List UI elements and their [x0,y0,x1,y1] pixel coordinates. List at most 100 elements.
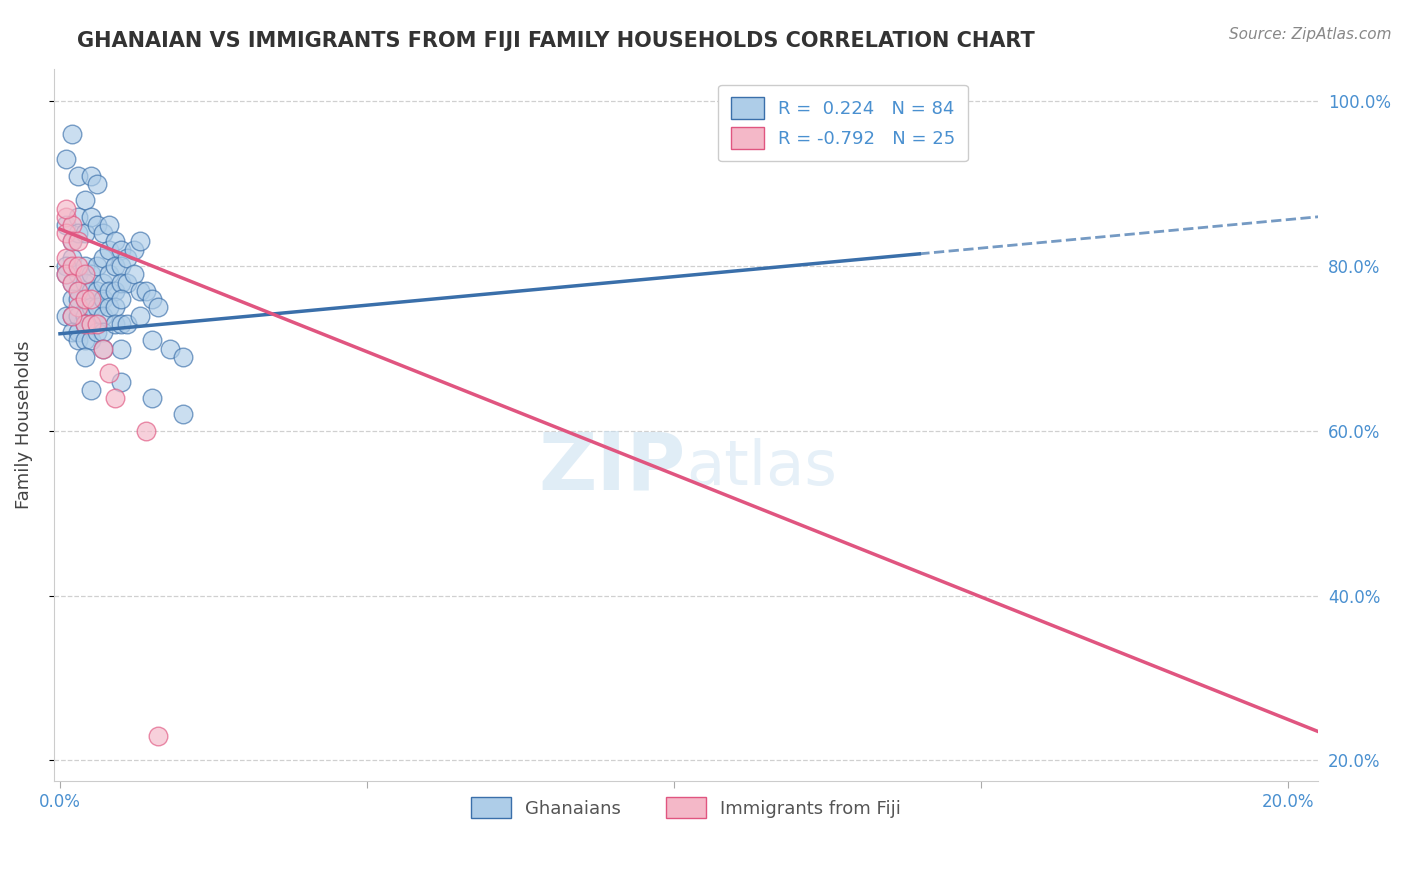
Point [79,210,101,224]
Text: GHANAIAN VS IMMIGRANTS FROM FIJI FAMILY HOUSEHOLDS CORRELATION CHART: GHANAIAN VS IMMIGRANTS FROM FIJI FAMILY … [77,31,1035,51]
Point [141,334,163,348]
Point [73,317,96,331]
Point [79,317,101,331]
Point [104,284,127,298]
Point [110,243,132,257]
Point [128,235,150,249]
Point [79,292,101,306]
Point [73,334,96,348]
Point [67,292,90,306]
Point [73,292,96,306]
Point [73,350,96,364]
Point [86,259,108,273]
Y-axis label: Family Households: Family Households [15,341,32,509]
Point [86,325,108,339]
Text: atlas: atlas [686,437,837,498]
Point [98,284,121,298]
Point [110,259,132,273]
Point [67,325,90,339]
Point [104,391,127,405]
Point [172,408,194,422]
Point [60,235,83,249]
Point [55,309,77,323]
Point [60,128,83,142]
Point [55,251,77,265]
Point [110,375,132,389]
Point [117,317,139,331]
Point [172,350,194,364]
Point [91,309,114,323]
Point [141,292,163,306]
Point [110,317,132,331]
Point [55,268,77,282]
Point [60,251,83,265]
Point [98,268,121,282]
Point [79,268,101,282]
Point [122,268,145,282]
Point [91,226,114,240]
Point [67,334,90,348]
Point [73,226,96,240]
Point [67,235,90,249]
Point [98,301,121,315]
Point [148,729,170,743]
Point [67,309,90,323]
Text: Source: ZipAtlas.com: Source: ZipAtlas.com [1229,27,1392,42]
Point [91,342,114,356]
Point [79,334,101,348]
Point [67,226,90,240]
Point [98,366,121,380]
Point [67,284,90,298]
Point [110,292,132,306]
Point [67,268,90,282]
Point [73,194,96,208]
Point [60,309,83,323]
Point [135,424,157,438]
Point [122,243,145,257]
Point [91,292,114,306]
Point [86,317,108,331]
Text: ZIP: ZIP [538,428,686,507]
Point [55,210,77,224]
Point [79,301,101,315]
Point [128,309,150,323]
Point [98,243,121,257]
Point [104,235,127,249]
Point [60,218,83,232]
Point [86,284,108,298]
Point [73,268,96,282]
Point [79,284,101,298]
Point [98,218,121,232]
Point [67,284,90,298]
Point [55,259,77,273]
Point [110,276,132,290]
Point [117,251,139,265]
Point [110,342,132,356]
Point [86,317,108,331]
Point [60,325,83,339]
Point [148,301,170,315]
Point [141,391,163,405]
Point [86,177,108,191]
Point [104,301,127,315]
Point [67,301,90,315]
Point [60,292,83,306]
Point [67,210,90,224]
Point [55,268,77,282]
Point [60,276,83,290]
Point [55,202,77,216]
Point [128,284,150,298]
Point [60,235,83,249]
Point [67,259,90,273]
Point [73,276,96,290]
Point [135,284,157,298]
Point [73,309,96,323]
Point [79,169,101,183]
Point [55,218,77,232]
Point [55,152,77,166]
Point [73,317,96,331]
Point [159,342,181,356]
Point [73,259,96,273]
Point [91,276,114,290]
Point [104,259,127,273]
